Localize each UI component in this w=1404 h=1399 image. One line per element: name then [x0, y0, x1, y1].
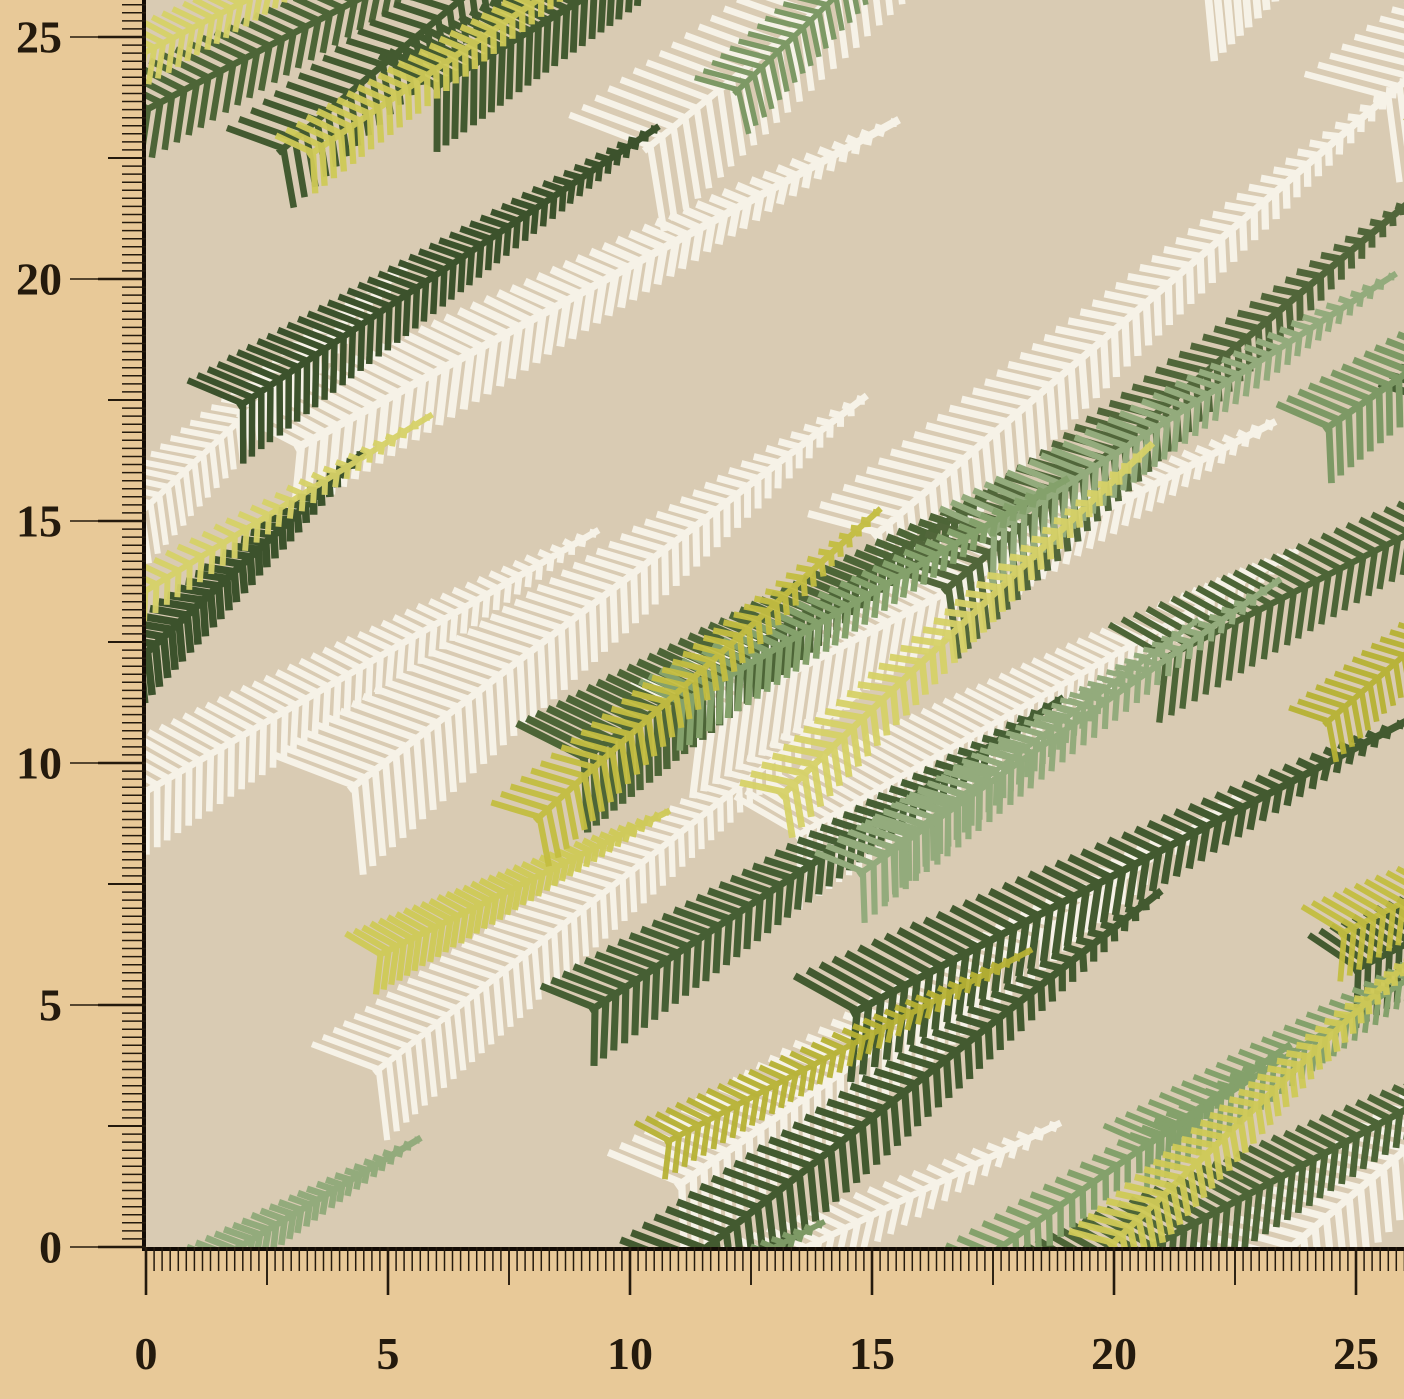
svg-text:10: 10 [16, 738, 62, 789]
svg-text:20: 20 [16, 254, 62, 305]
svg-text:15: 15 [849, 1328, 895, 1379]
svg-text:0: 0 [39, 1222, 62, 1273]
svg-text:15: 15 [16, 496, 62, 547]
svg-text:5: 5 [39, 980, 62, 1031]
svg-text:25: 25 [16, 12, 62, 63]
svg-text:20: 20 [1091, 1328, 1137, 1379]
svg-text:0: 0 [135, 1328, 158, 1379]
svg-text:10: 10 [607, 1328, 653, 1379]
svg-text:5: 5 [377, 1328, 400, 1379]
svg-text:25: 25 [1333, 1328, 1379, 1379]
